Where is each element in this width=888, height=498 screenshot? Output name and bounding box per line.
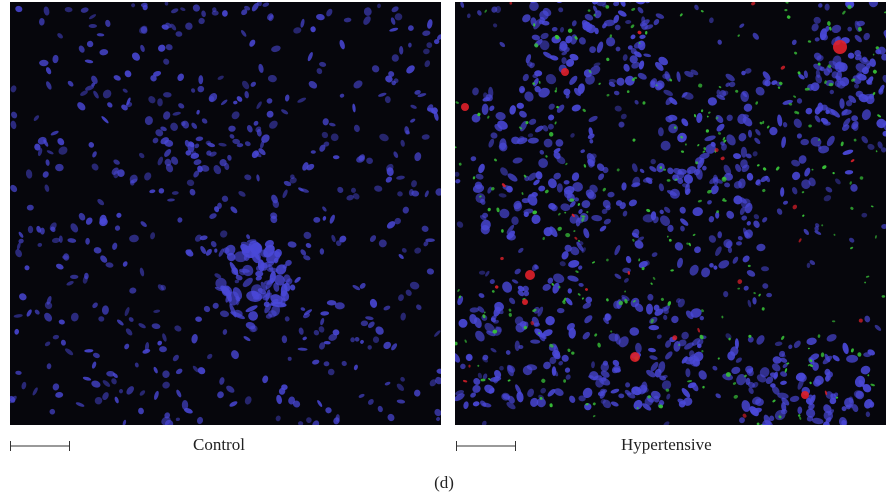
figure-label: (d)	[434, 473, 454, 492]
control-micrograph	[10, 2, 441, 425]
caption-hypertensive: Hypertensive	[621, 435, 712, 454]
caption-control: Control	[193, 435, 245, 454]
scale-bar-left	[10, 440, 70, 452]
hypertensive-micrograph	[455, 2, 886, 425]
control-image	[10, 2, 441, 425]
hypertensive-image	[455, 2, 886, 425]
scale-bar-right	[456, 440, 516, 452]
